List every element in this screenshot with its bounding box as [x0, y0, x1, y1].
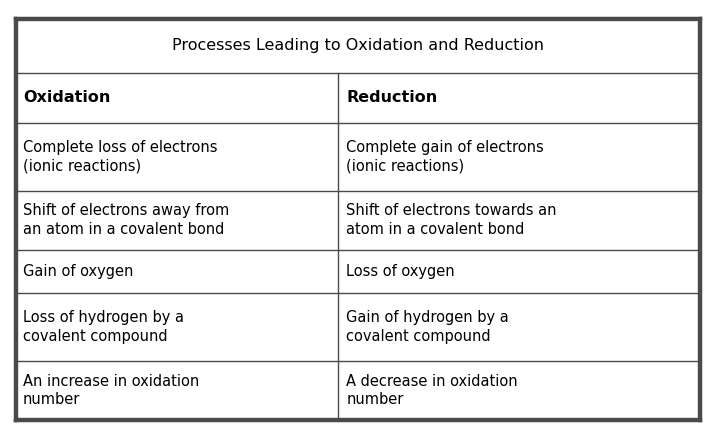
- Text: Gain of oxygen: Gain of oxygen: [23, 264, 133, 279]
- Text: Complete gain of electrons
(ionic reactions): Complete gain of electrons (ionic reacti…: [346, 140, 544, 173]
- Text: Loss of hydrogen by a
covalent compound: Loss of hydrogen by a covalent compound: [23, 310, 184, 344]
- Text: Oxidation: Oxidation: [23, 90, 110, 105]
- Text: A decrease in oxidation
number: A decrease in oxidation number: [346, 374, 518, 407]
- Text: Reduction: Reduction: [346, 90, 438, 105]
- Text: Loss of oxygen: Loss of oxygen: [346, 264, 455, 279]
- Text: Shift of electrons towards an
atom in a covalent bond: Shift of electrons towards an atom in a …: [346, 203, 557, 237]
- Text: Gain of hydrogen by a
covalent compound: Gain of hydrogen by a covalent compound: [346, 310, 509, 344]
- Text: Shift of electrons away from
an atom in a covalent bond: Shift of electrons away from an atom in …: [23, 203, 229, 237]
- Text: Complete loss of electrons
(ionic reactions): Complete loss of electrons (ionic reacti…: [23, 140, 217, 173]
- Text: Processes Leading to Oxidation and Reduction: Processes Leading to Oxidation and Reduc…: [171, 38, 544, 53]
- Text: An increase in oxidation
number: An increase in oxidation number: [23, 374, 199, 407]
